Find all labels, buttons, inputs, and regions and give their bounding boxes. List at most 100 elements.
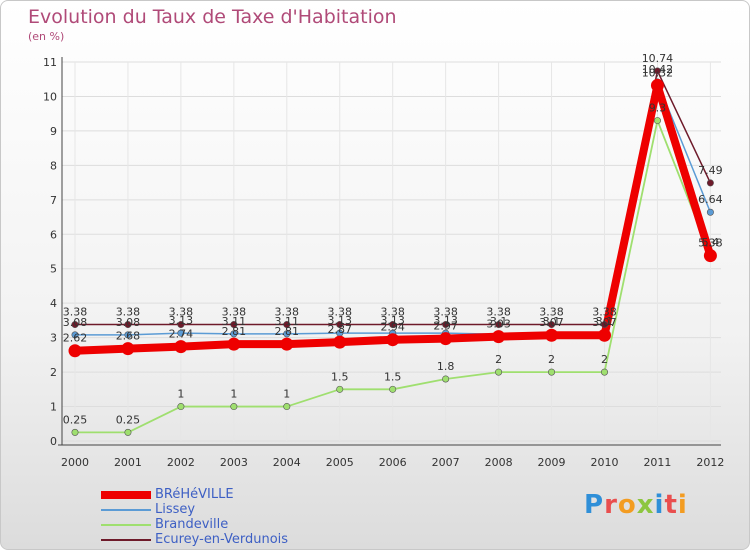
data-label-brandeville: 1 — [283, 388, 290, 401]
y-tick-label: 0 — [50, 435, 57, 448]
legend-label: BRéHéVILLE — [155, 487, 234, 502]
data-label-brandeville: 1 — [177, 388, 184, 401]
y-tick-label: 4 — [50, 297, 57, 310]
data-point-ecurey-en-verdunois — [706, 179, 714, 187]
data-label-ecurey-en-verdunois: 3.38 — [328, 306, 353, 319]
data-label-lissey: 3.11 — [222, 315, 247, 328]
logo-letter: P — [584, 490, 605, 520]
x-tick-label: 2001 — [114, 456, 142, 469]
x-tick-label: 2011 — [643, 456, 671, 469]
data-label-br-h-ville: 2.81 — [222, 325, 247, 338]
legend-swatch-lissey — [101, 508, 151, 511]
legend-item-brehevile: BRéHéVILLE — [101, 487, 288, 502]
data-point-br-h-ville — [68, 344, 82, 358]
data-point-brandeville — [442, 375, 450, 383]
x-tick-label: 2008 — [485, 456, 513, 469]
data-point-br-h-ville — [545, 328, 559, 342]
data-label-brandeville: 9.3 — [649, 102, 667, 115]
y-tick-label: 7 — [50, 194, 57, 207]
data-label-ecurey-en-verdunois: 3.38 — [169, 306, 194, 319]
data-point-br-h-ville — [174, 340, 188, 354]
chart-title: Evolution du Taux de Taxe d'Habitation — [28, 6, 397, 28]
x-tick-label: 2012 — [696, 456, 724, 469]
data-point-lissey — [124, 331, 132, 339]
data-point-brandeville — [230, 403, 238, 411]
y-tick-label: 9 — [50, 125, 57, 138]
data-point-lissey — [230, 330, 238, 338]
x-tick-label: 2010 — [591, 456, 619, 469]
data-point-brandeville — [600, 368, 608, 376]
data-point-ecurey-en-verdunois — [230, 321, 238, 329]
data-label-ecurey-en-verdunois: 3.38 — [116, 306, 141, 319]
x-tick-label: 2005 — [326, 456, 354, 469]
data-point-ecurey-en-verdunois — [177, 321, 185, 329]
data-point-brandeville — [283, 403, 291, 411]
data-label-lissey: 6.64 — [698, 193, 723, 206]
logo-letter: t — [664, 490, 678, 520]
data-label-lissey: 3.1 — [543, 315, 561, 328]
chart-subtitle: (en %) — [28, 30, 65, 43]
data-label-brandeville: 2 — [495, 353, 502, 366]
data-point-ecurey-en-verdunois — [495, 321, 503, 329]
data-point-br-h-ville — [598, 328, 611, 342]
data-point-ecurey-en-verdunois — [600, 321, 608, 329]
data-point-brandeville — [495, 368, 503, 376]
data-label-brandeville: 2 — [548, 353, 555, 366]
data-point-brandeville — [177, 403, 185, 411]
data-point-lissey — [71, 331, 79, 339]
y-tick-label: 1 — [50, 401, 57, 414]
logo-letter: o — [617, 490, 637, 520]
y-tick-label: 10 — [43, 90, 57, 103]
x-tick-label: 2002 — [167, 456, 195, 469]
data-point-ecurey-en-verdunois — [442, 321, 450, 329]
data-label-brandeville: 5.4 — [702, 236, 720, 249]
data-point-br-h-ville — [492, 330, 506, 344]
logo-letter: i — [677, 490, 688, 520]
data-label-br-h-ville: 2.81 — [275, 325, 300, 338]
data-label-brandeville: 2 — [601, 353, 608, 366]
legend-label: Ecurey-en-Verdunois — [155, 532, 289, 547]
data-label-ecurey-en-verdunois: 7.49 — [698, 164, 723, 177]
data-label-brandeville: 1.8 — [437, 360, 455, 373]
x-tick-label: 2007 — [432, 456, 460, 469]
legend-swatch-brandeville — [101, 523, 151, 526]
data-label-brandeville: 1.5 — [331, 370, 349, 383]
series-points — [68, 67, 717, 436]
data-label-lissey: 3.08 — [63, 316, 88, 329]
legend-label: Lissey — [155, 502, 196, 517]
y-tick-label: 5 — [50, 263, 57, 276]
data-point-brandeville — [548, 368, 556, 376]
data-label-lissey: 3.1 — [490, 315, 508, 328]
data-point-lissey — [177, 329, 185, 337]
data-label-br-h-ville: 2.87 — [328, 323, 353, 336]
legend-swatch-ecurey — [101, 538, 151, 541]
data-point-ecurey-en-verdunois — [336, 321, 344, 329]
data-label-lissey: 3.13 — [380, 314, 405, 327]
x-tick-label: 2004 — [273, 456, 301, 469]
axes — [58, 57, 721, 446]
data-label-lissey: 3.11 — [275, 315, 300, 328]
data-label-ecurey-en-verdunois: 3.38 — [592, 306, 617, 319]
data-label-lissey: 3.08 — [116, 316, 141, 329]
data-point-ecurey-en-verdunois — [548, 321, 556, 329]
logo-letter: x — [636, 490, 655, 520]
logo-letter: i — [654, 490, 665, 520]
y-tick-label: 6 — [50, 228, 57, 241]
data-label-brandeville: 1.5 — [384, 370, 402, 383]
data-label-ecurey-en-verdunois: 3.38 — [222, 306, 247, 319]
data-point-br-h-ville — [386, 333, 400, 347]
data-label-brandeville: 0.25 — [63, 413, 88, 426]
data-point-br-h-ville — [280, 337, 294, 351]
proxiti-logo: Proxiti — [584, 490, 688, 520]
legend-label: Brandeville — [155, 517, 229, 532]
data-point-ecurey-en-verdunois — [283, 321, 291, 329]
data-label-br-h-ville: 3.03 — [486, 318, 511, 331]
data-label-brandeville: 1 — [230, 388, 237, 401]
data-label-lissey: 3.13 — [433, 314, 458, 327]
y-tick-label: 3 — [50, 332, 57, 345]
data-point-brandeville — [653, 117, 661, 125]
y-tick-label: 11 — [43, 56, 57, 69]
data-point-brandeville — [336, 385, 344, 393]
